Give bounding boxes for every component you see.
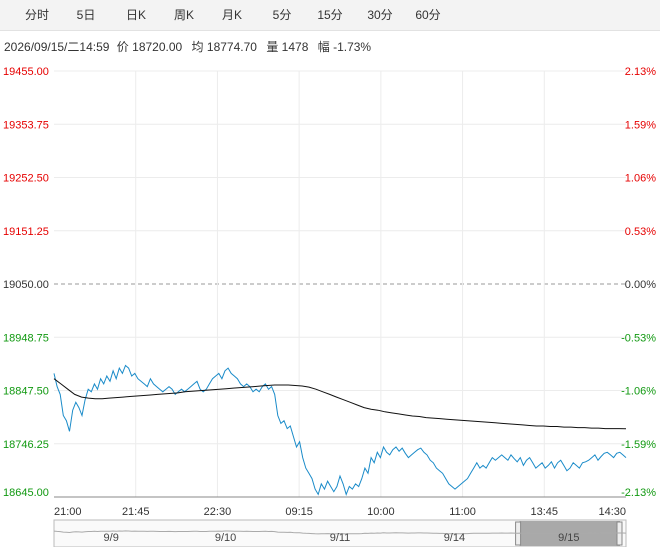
x-tick-label: 11:00 <box>449 506 476 518</box>
y-tick-percent: 1.59% <box>625 119 656 131</box>
overview-date-label: 9/10 <box>215 532 236 544</box>
price-value: 18720.00 <box>132 40 183 54</box>
y-tick-price: 18746.25 <box>3 439 49 451</box>
overview-date-label: 9/15 <box>558 532 579 544</box>
x-tick-label: 21:00 <box>54 506 82 518</box>
x-tick-label: 22:30 <box>204 506 232 518</box>
y-tick-percent: -0.53% <box>621 332 656 344</box>
y-tick-price: 18645.00 <box>3 487 49 499</box>
volume-label: 量 <box>266 40 279 54</box>
tab-daily-k[interactable]: 日K <box>125 8 146 22</box>
y-tick-price: 19151.25 <box>3 226 49 238</box>
tab-30min[interactable]: 30分 <box>367 8 393 22</box>
avg-label: 均 <box>191 40 204 54</box>
overview-trend-line <box>53 530 627 535</box>
y-tick-percent: 0.00% <box>625 279 656 291</box>
volume-value: 1478 <box>281 40 309 54</box>
y-tick-percent: 2.13% <box>625 66 656 78</box>
y-tick-percent: -2.13% <box>621 487 656 499</box>
average-line <box>53 378 627 430</box>
y-tick-price: 19050.00 <box>3 279 49 291</box>
tab-15min[interactable]: 15分 <box>317 8 343 22</box>
y-tick-price: 19353.75 <box>3 119 49 131</box>
y-tick-percent: 0.53% <box>625 226 656 238</box>
y-tick-price: 18847.50 <box>3 386 49 398</box>
tab-intraday[interactable]: 分时 <box>24 8 49 22</box>
y-tick-price: 19455.00 <box>3 66 49 78</box>
x-tick-label: 21:45 <box>122 506 150 518</box>
tab-weekly-k[interactable]: 周K <box>173 8 194 22</box>
y-tick-percent: -1.59% <box>621 439 656 451</box>
y-tick-percent: 1.06% <box>625 173 656 185</box>
x-tick-label: 13:45 <box>531 506 559 518</box>
y-tick-price: 19252.50 <box>3 173 49 185</box>
tab-60min[interactable]: 60分 <box>415 8 441 22</box>
overview-date-label: 9/14 <box>444 532 465 544</box>
quote-info-bar: 2026/09/15/二14:59 价 18720.00 均 18774.70 … <box>4 38 371 55</box>
change-value: -1.73% <box>333 40 372 54</box>
tab-5min[interactable]: 5分 <box>272 8 292 22</box>
chart-period-tabs: 分时 5日 日K 周K 月K 5分 15分 30分 60分 <box>0 0 660 31</box>
change-label: 幅 <box>317 40 330 54</box>
y-tick-percent: -1.06% <box>621 386 656 398</box>
tab-monthly-k[interactable]: 月K <box>221 8 242 22</box>
overview-date-label: 9/9 <box>104 532 119 544</box>
tab-5day[interactable]: 5日 <box>76 8 96 22</box>
price-label: 价 <box>116 40 129 54</box>
x-tick-label: 14:30 <box>598 506 626 518</box>
overview-date-label: 9/11 <box>330 532 351 544</box>
x-tick-label: 09:15 <box>285 506 313 518</box>
x-tick-label: 10:00 <box>367 506 395 518</box>
quote-datetime: 2026/09/15/二14:59 <box>4 40 110 54</box>
avg-value: 18774.70 <box>206 40 257 54</box>
y-tick-price: 18948.75 <box>3 332 49 344</box>
price-line <box>53 364 627 496</box>
